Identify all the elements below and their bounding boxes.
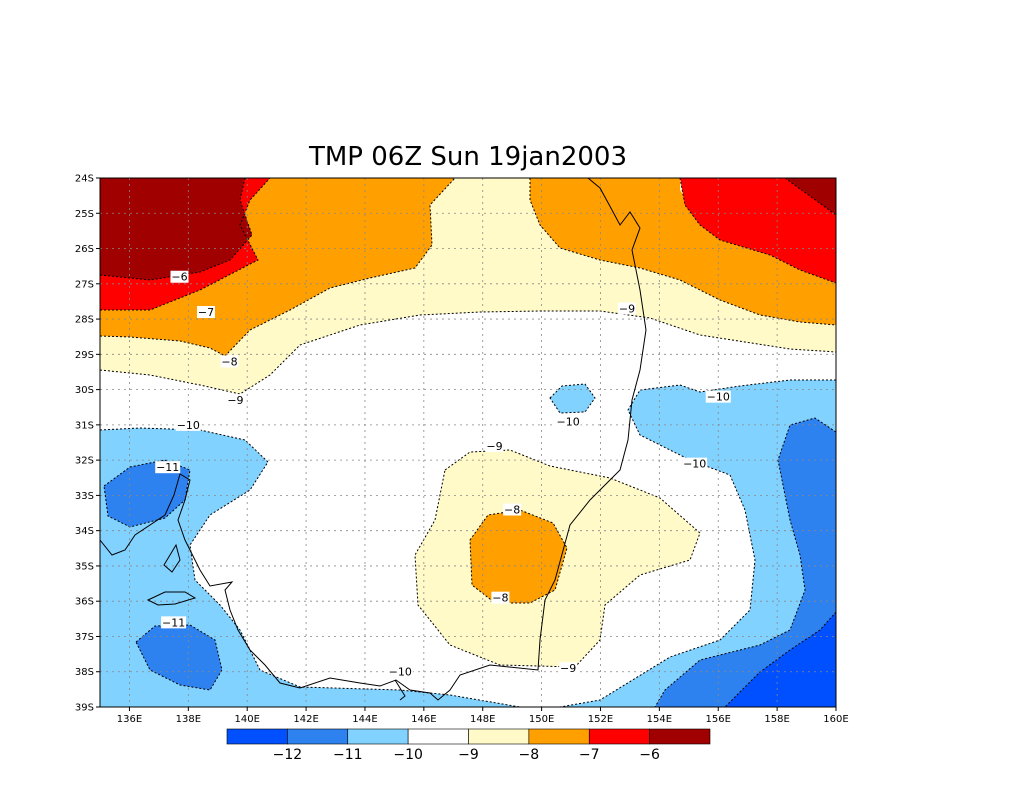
contour-label-bg bbox=[682, 457, 708, 470]
plot-frame bbox=[99, 177, 837, 708]
contour-label-bg bbox=[170, 270, 189, 283]
lat-tick-label: 32S bbox=[75, 456, 94, 467]
lon-tick-label: 154E bbox=[647, 714, 672, 725]
colorbar-label: −8 bbox=[519, 747, 540, 763]
contour-label-bg bbox=[559, 662, 578, 675]
colorbar-label: −11 bbox=[333, 747, 363, 763]
contour-label: −11 bbox=[156, 461, 179, 474]
contour-label-bg bbox=[485, 440, 504, 453]
lat-tick-label: 39S bbox=[75, 703, 94, 714]
lon-tick-label: 140E bbox=[234, 714, 259, 725]
axis-ticks: 136E 138E 140E 142E 144E 146E 148E 150E 152E 154E… bbox=[75, 174, 849, 726]
lon-tick-label: 150E bbox=[529, 714, 554, 725]
lon-tick-label: 148E bbox=[470, 714, 495, 725]
band-minus-8-north bbox=[100, 178, 836, 356]
contour-label-bg bbox=[226, 394, 245, 407]
contour-label-bg bbox=[555, 415, 581, 428]
contour-label: −9 bbox=[560, 662, 576, 675]
colorbar-swatch bbox=[407, 728, 469, 745]
contour-label: −10 bbox=[556, 415, 579, 428]
filled-contours bbox=[100, 178, 836, 707]
band-minus-12-east bbox=[655, 418, 836, 707]
contour-label: −9 bbox=[227, 394, 243, 407]
lat-tick-label: 27S bbox=[75, 279, 94, 290]
lon-tick-label: 142E bbox=[293, 714, 318, 725]
contour-label: −9 bbox=[486, 440, 502, 453]
contour-label: −10 bbox=[683, 458, 706, 471]
contour-label-bg bbox=[155, 461, 181, 474]
band-minus-6 bbox=[100, 178, 836, 280]
band-minus-13-east bbox=[725, 612, 836, 707]
colorbar-label: −9 bbox=[458, 747, 479, 763]
colorbar-label: −7 bbox=[579, 747, 600, 763]
lon-tick-label: 146E bbox=[411, 714, 436, 725]
contour-label: −6 bbox=[171, 271, 187, 284]
lat-tick-label: 37S bbox=[75, 632, 94, 643]
contour-label: −8 bbox=[504, 504, 520, 517]
lat-tick-label: 31S bbox=[75, 420, 94, 431]
lat-tick-label: 36S bbox=[75, 597, 94, 608]
band-minus-8-central bbox=[470, 510, 567, 603]
lon-tick-label: 160E bbox=[823, 714, 848, 725]
contour-label: −11 bbox=[162, 616, 185, 629]
lon-tick-label: 138E bbox=[176, 714, 201, 725]
band-minus-11-east bbox=[550, 380, 836, 707]
contour-label-bg bbox=[617, 302, 636, 315]
colorbar-swatch bbox=[588, 728, 650, 745]
band-minus-12-west-south bbox=[136, 625, 222, 690]
lon-tick-label: 158E bbox=[764, 714, 789, 725]
lat-tick-label: 30S bbox=[75, 385, 94, 396]
contour-label-bg bbox=[220, 355, 239, 368]
lon-tick-label: 152E bbox=[588, 714, 613, 725]
colorbar-label: −10 bbox=[393, 747, 423, 763]
colorbar-swatch bbox=[347, 728, 409, 745]
colorbar-swatch bbox=[287, 728, 349, 745]
lat-tick-label: 28S bbox=[75, 315, 94, 326]
contour-label-bg bbox=[175, 418, 201, 431]
contour-label: −8 bbox=[492, 592, 508, 605]
contour-label: −8 bbox=[221, 355, 237, 368]
lon-tick-label: 144E bbox=[352, 714, 377, 725]
contour-label-bg bbox=[491, 591, 510, 604]
colorbar: −12 −11 −10 −9 −8 −7 −6 bbox=[226, 728, 711, 763]
contour-label: −10 bbox=[707, 391, 730, 404]
colorbar-label: −6 bbox=[639, 747, 660, 763]
lat-tick-label: 33S bbox=[75, 491, 94, 502]
coastline bbox=[100, 178, 647, 701]
lat-tick-label: 34S bbox=[75, 526, 94, 537]
lat-tick-label: 29S bbox=[75, 350, 94, 361]
lon-tick-label: 156E bbox=[706, 714, 731, 725]
lat-tick-label: 26S bbox=[75, 244, 94, 255]
lat-tick-label: 35S bbox=[75, 561, 94, 572]
contour-label: −10 bbox=[389, 666, 412, 679]
lat-tick-label: 25S bbox=[75, 209, 94, 220]
contour-labels: −6 −7 −8 −9 −10 −11 −11 −10 −9 −8 −8 −9 −10 −9 −10 −10 bbox=[155, 270, 731, 679]
lat-tick-label: 24S bbox=[75, 174, 94, 185]
lat-tick-label: 38S bbox=[75, 667, 94, 678]
grid-lines bbox=[100, 178, 836, 707]
contour-label: −10 bbox=[177, 419, 200, 432]
contour-label: −7 bbox=[198, 306, 214, 319]
contour-label-bg bbox=[705, 390, 731, 403]
colorbar-swatch bbox=[468, 728, 530, 745]
colorbar-swatch bbox=[528, 728, 590, 745]
band-minus-12-west-north bbox=[104, 460, 190, 527]
lon-tick-label: 136E bbox=[117, 714, 142, 725]
colorbar-swatch bbox=[649, 728, 711, 745]
map-title: TMP 06Z Sun 19jan2003 bbox=[308, 142, 627, 172]
colorbar-label: −12 bbox=[273, 747, 303, 763]
contour-label-bg bbox=[161, 616, 187, 629]
contour-label-bg bbox=[196, 306, 215, 319]
colorbar-swatch bbox=[226, 728, 288, 745]
contour-label-bg bbox=[503, 503, 522, 516]
contour-label-bg bbox=[387, 665, 413, 678]
contour-label: −9 bbox=[619, 302, 635, 315]
